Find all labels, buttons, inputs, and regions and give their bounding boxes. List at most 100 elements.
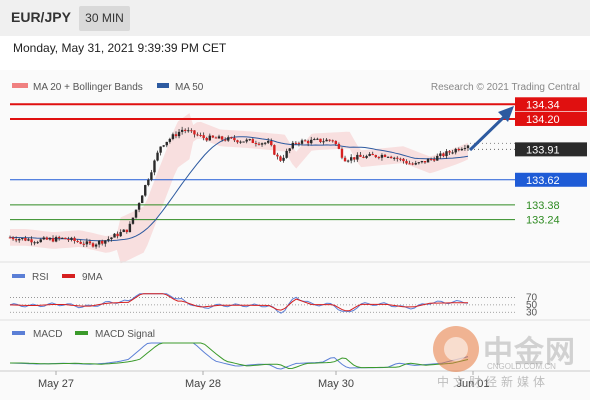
candle-body [257, 143, 261, 145]
candle-body [230, 137, 233, 139]
candle-body [359, 154, 362, 157]
candle-body [54, 237, 58, 242]
candle-body [88, 241, 92, 244]
candle-body [70, 237, 73, 240]
candle-body [389, 156, 393, 159]
candles [8, 126, 470, 249]
candle-body [165, 141, 168, 146]
ma50-line [9, 136, 469, 242]
candle-body [297, 142, 301, 144]
candle-body [356, 154, 359, 160]
rsi-legend-swatch [12, 274, 25, 278]
candle-body [153, 160, 156, 173]
candle-body [33, 242, 36, 244]
candle-body [217, 136, 221, 139]
candle-body [448, 151, 451, 153]
candle-body [73, 237, 76, 241]
candle-body [104, 240, 107, 244]
candle-body [457, 148, 460, 151]
candle-body [362, 156, 365, 158]
candle-body [279, 156, 282, 161]
candle-body [334, 140, 338, 144]
candle-body [177, 131, 181, 137]
candle-body [313, 139, 316, 141]
candle-body [325, 139, 328, 142]
rsi-line [9, 293, 469, 314]
level-tag-133.62 [515, 172, 587, 187]
candle-body [27, 239, 30, 241]
levels [10, 103, 515, 221]
bollinger-band [10, 113, 468, 264]
ma50-path [9, 136, 469, 242]
candle-body [134, 209, 138, 218]
candle-body [340, 148, 344, 158]
candle-body [254, 142, 258, 144]
candle-body [107, 239, 110, 241]
candle-body [122, 229, 125, 233]
x-label-May-30: May 30 [318, 378, 354, 390]
candle-body [45, 237, 49, 240]
candle-body [331, 140, 334, 142]
candle-body [8, 237, 12, 239]
candle-body [322, 141, 325, 143]
candle-body [67, 239, 70, 241]
level-tag-134.34 [515, 97, 587, 112]
rsi-legend-label: RSI [32, 272, 49, 283]
candle-body [346, 160, 350, 162]
level-label-133.38: 133.38 [526, 200, 560, 212]
candle-body [76, 240, 79, 242]
bb-legend-label: MA 20 + Bollinger Bands [33, 82, 143, 93]
candle-body [125, 229, 129, 233]
candle-body [30, 239, 33, 243]
candle-body [101, 240, 104, 244]
candle-body [377, 157, 381, 159]
candle-body [454, 148, 457, 153]
macd-signal-line [10, 342, 469, 370]
candle-body [18, 238, 21, 241]
candle-body [306, 140, 310, 144]
candle-body [211, 135, 215, 138]
candle-body [273, 145, 276, 155]
macd-legend-label: MACD [33, 329, 62, 340]
ma50-legend-swatch [157, 83, 169, 88]
macd-signal-legend-swatch [75, 331, 88, 335]
candle-body [411, 163, 414, 165]
candle-body [97, 240, 101, 245]
candle-body [223, 139, 227, 141]
candle-body [174, 134, 178, 137]
candle-body [343, 157, 347, 162]
macd-line [9, 342, 469, 370]
candle-body [242, 141, 245, 143]
x-label-May-28: May 28 [185, 378, 221, 390]
candle-body [288, 148, 291, 151]
candle-body [349, 157, 353, 161]
candle-body [310, 139, 313, 144]
watermark-logo-inner [444, 337, 468, 361]
candle-body [365, 155, 368, 158]
candle-body [137, 203, 141, 210]
candle-body [48, 238, 52, 240]
candle-body [184, 129, 187, 131]
candle-body [276, 154, 279, 157]
candle-body [328, 139, 331, 141]
rsi-ma-legend-swatch [62, 274, 75, 278]
candle-body [429, 159, 433, 161]
candle-body [57, 237, 61, 239]
macd-legend-swatch [12, 331, 25, 335]
candle-body [432, 159, 436, 161]
candle-body [260, 143, 264, 145]
macd-panel [9, 342, 469, 370]
timeframe-button[interactable]: 30 MIN [79, 6, 130, 31]
macd-signal-legend-label: MACD Signal [95, 329, 155, 340]
candle-body [220, 136, 224, 140]
candle-body [116, 233, 119, 237]
candle-body [91, 243, 95, 247]
watermark-subtitle: 中文财经新媒体 [437, 375, 550, 389]
candle-body [128, 223, 132, 233]
candle-body [239, 141, 242, 143]
candle-body [380, 154, 384, 158]
candle-body [248, 139, 251, 141]
candle-body [463, 148, 467, 150]
level-label-134.20: 134.20 [526, 114, 560, 126]
level-label-133.91: 133.91 [526, 144, 560, 156]
